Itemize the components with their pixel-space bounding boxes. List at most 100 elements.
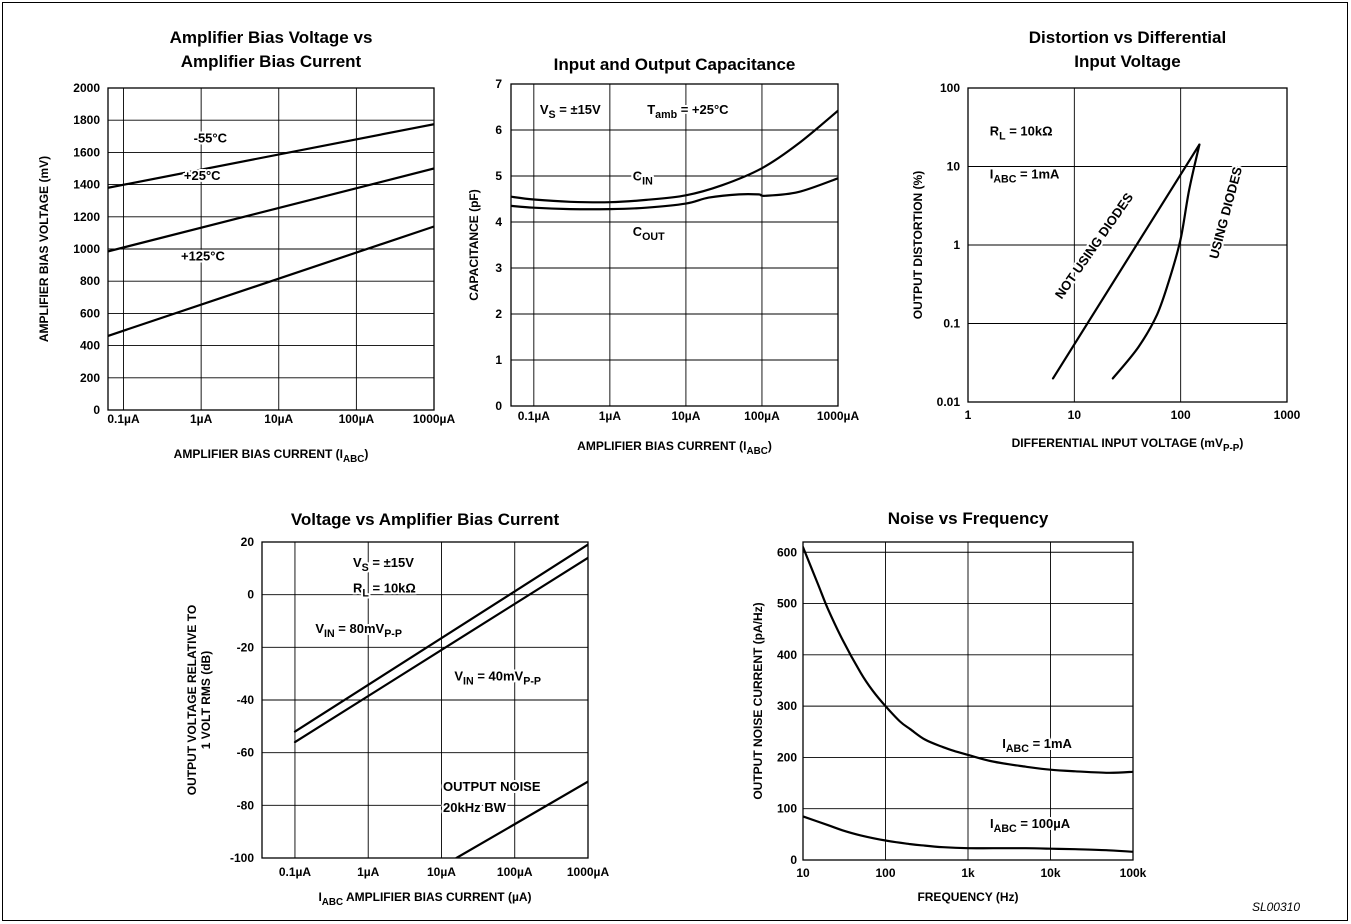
x-tick-label: 10µA [264,412,293,426]
y-tick-label: 1 [953,238,960,252]
y-tick-label: 2 [495,307,502,321]
chart-4: Voltage vs Amplifier Bias Current 0.1µA 1µ… [185,510,609,908]
x-tick-label: 10µA [427,865,456,879]
y-tick-label: 1200 [73,210,100,224]
x-tick-label: 1 [965,408,972,422]
chart-title: Input Voltage [1074,52,1180,71]
x-tick-label: 0.1µA [107,412,140,426]
x-axis-label: AMPLIFIER BIAS CURRENT (IABC) [174,447,369,465]
chart-title: Distortion vs Differential [1029,28,1226,47]
annotation-label: +125°C [181,248,225,263]
series-line [1051,143,1201,380]
y-axis-label: OUTPUT VOLTAGE RELATIVE TO [185,605,199,795]
x-tick-label: 0.1µA [518,409,551,423]
x-tick-label: 10µA [671,409,700,423]
x-tick-label: 1k [961,866,975,880]
chart-5: Noise vs Frequency 10 100 1k 10k 100k 0 100 200 3… [751,509,1147,904]
y-tick-label: 300 [777,699,797,713]
annotation-label: -55°C [194,131,228,146]
y-tick-label: 20 [241,535,255,549]
annotation-label: VS = ±15V [540,102,601,121]
x-tick-label: 10 [1068,408,1082,422]
annotation-label: Tamb = +25°C [647,102,729,121]
y-tick-label: 4 [495,215,502,229]
chart-3: Distortion vs Differential Input Voltage 1… [911,28,1301,454]
annotation-label: IABC = 1mA [1002,736,1072,755]
y-tick-label: 3 [495,261,502,275]
annotation-label: VIN = 80mVP-P [315,621,402,640]
y-tick-label: -40 [237,693,255,707]
y-axis-label: OUTPUT DISTORTION (%) [911,171,925,319]
series-line [511,177,838,211]
x-tick-label: 0.1µA [279,865,312,879]
y-tick-label: 100 [777,802,797,816]
y-tick-label: 1800 [73,113,100,127]
series-line [293,556,588,744]
y-tick-label: 100 [940,81,960,95]
y-tick-label: 0 [790,853,797,867]
chart-title: Voltage vs Amplifier Bias Current [291,510,560,529]
y-tick-label: 200 [777,750,797,764]
y-tick-label: 1600 [73,145,100,159]
x-tick-label: 1000µA [817,409,860,423]
y-tick-label: 10 [947,160,961,174]
plot-area [510,83,839,407]
y-tick-label: 400 [777,648,797,662]
annotation-label: VS = ±15V [353,555,414,574]
annotation-label: +25°C [184,168,221,183]
y-tick-label: 800 [80,274,100,288]
y-axis-label: CAPACITANCE (pF) [467,189,481,301]
x-tick-label: 1000µA [413,412,456,426]
x-tick-label: 100µA [339,412,375,426]
x-tick-label: 10 [796,866,810,880]
figure-code: SL00310 [1252,900,1300,914]
y-tick-label: 600 [80,306,100,320]
y-tick-label: 1 [495,353,502,367]
x-tick-label: 1µA [190,412,213,426]
series-line [803,546,1133,774]
y-tick-label: 200 [80,371,100,385]
annotation-label: OUTPUT NOISE [443,779,541,794]
chart-title: Noise vs Frequency [888,509,1049,528]
chart-title: Amplifier Bias Voltage vs [170,28,373,47]
y-axis-label: OUTPUT NOISE CURRENT (pA/Hz) [751,602,765,799]
x-tick-label: 100 [1171,408,1191,422]
annotation-label: IABC = 100µA [990,816,1071,835]
y-tick-label: 6 [495,123,502,137]
series-line [511,109,838,204]
y-tick-label: 5 [495,169,502,183]
annotation-label: IABC = 1mA [990,167,1060,186]
y-tick-label: -80 [237,798,255,812]
x-axis-label: FREQUENCY (Hz) [917,890,1018,904]
y-axis-label: 1 VOLT RMS (dB) [199,651,213,749]
chart-title: Amplifier Bias Current [181,52,362,71]
annotation-label: COUT [633,224,665,243]
annotation-label: RL = 10kΩ [990,123,1053,142]
x-tick-label: 1000 [1274,408,1301,422]
series-line [455,780,588,858]
y-tick-label: 600 [777,545,797,559]
annotation-label: NOT USING DIODES [1052,190,1137,302]
x-tick-label: 100k [1120,866,1147,880]
x-tick-label: 100µA [744,409,780,423]
y-tick-label: 1000 [73,242,100,256]
y-tick-label: 0 [247,588,254,602]
annotation-label: 20kHz BW [443,800,507,815]
y-tick-label: 0.01 [937,395,961,409]
x-axis-label: IABC AMPLIFIER BIAS CURRENT (µA) [318,890,531,908]
series-line [108,123,434,189]
x-tick-label: 1µA [599,409,622,423]
series-line [108,225,434,337]
series-line [108,167,434,253]
x-axis-label: DIFFERENTIAL INPUT VOLTAGE (mVP-P) [1012,436,1244,454]
x-tick-label: 100µA [497,865,533,879]
y-tick-label: 0.1 [943,317,960,331]
x-tick-label: 100 [875,866,895,880]
x-tick-label: 1000µA [567,865,610,879]
series-line [293,543,588,733]
y-tick-label: -20 [237,640,255,654]
y-tick-label: 400 [80,339,100,353]
y-tick-label: -60 [237,746,255,760]
series-line [803,815,1133,853]
